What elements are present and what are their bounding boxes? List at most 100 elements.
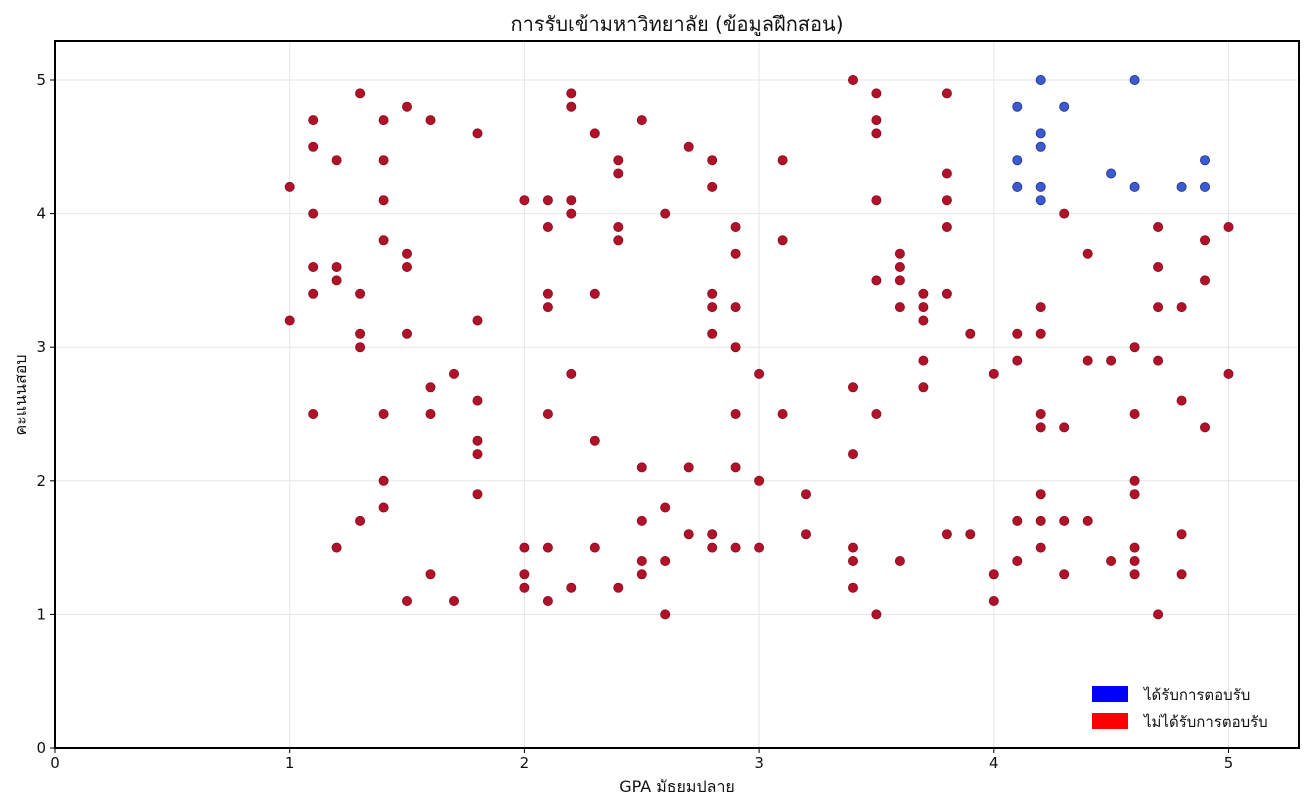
plot-frame (54, 40, 1300, 749)
x-tick-label: 1 (285, 754, 295, 772)
data-point-rejected (425, 115, 436, 126)
data-point-rejected (1059, 422, 1070, 433)
data-point-rejected (965, 529, 976, 540)
x-tick-label: 0 (50, 754, 60, 772)
data-point-rejected (848, 556, 859, 567)
data-point-rejected (613, 235, 624, 246)
data-point-rejected (918, 382, 929, 393)
data-point-rejected (871, 275, 882, 286)
data-point-rejected (472, 435, 483, 446)
data-point-rejected (918, 355, 929, 366)
data-point-rejected (1035, 302, 1046, 313)
data-point-rejected (519, 542, 530, 553)
data-point-rejected (308, 261, 319, 272)
data-point-rejected (1129, 542, 1140, 553)
y-axis-label: คะแนนสอบ (11, 354, 30, 435)
data-point-rejected (1129, 475, 1140, 486)
data-point-rejected (730, 248, 741, 259)
data-point-rejected (542, 288, 553, 299)
data-point-rejected (941, 88, 952, 99)
data-point-rejected (871, 128, 882, 139)
data-point-rejected (730, 462, 741, 473)
data-point-rejected (1059, 515, 1070, 526)
data-point-rejected (1035, 489, 1046, 500)
data-point-rejected (918, 288, 929, 299)
y-tick-label: 5 (36, 71, 46, 89)
data-point-rejected (801, 529, 812, 540)
data-point-rejected (401, 101, 412, 112)
data-point-rejected (284, 315, 295, 326)
data-point-rejected (1035, 515, 1046, 526)
data-point-rejected (754, 368, 765, 379)
data-point-rejected (589, 435, 600, 446)
data-point-rejected (965, 328, 976, 339)
data-point-accepted (1129, 181, 1140, 192)
data-point-rejected (425, 382, 436, 393)
data-point-rejected (542, 302, 553, 313)
data-point-rejected (542, 195, 553, 206)
data-point-rejected (1129, 489, 1140, 500)
data-point-rejected (1012, 355, 1023, 366)
data-point-rejected (1200, 275, 1211, 286)
data-point-rejected (1153, 302, 1164, 313)
legend-swatch (1092, 686, 1128, 702)
data-point-rejected (542, 596, 553, 607)
data-point-rejected (566, 195, 577, 206)
x-tick-label: 5 (1224, 754, 1234, 772)
data-point-rejected (660, 609, 671, 620)
data-point-rejected (636, 462, 647, 473)
data-point-accepted (1106, 168, 1117, 179)
data-point-rejected (589, 288, 600, 299)
y-tick-label: 2 (36, 472, 46, 490)
data-point-rejected (1012, 556, 1023, 567)
data-point-rejected (707, 529, 718, 540)
data-point-rejected (660, 556, 671, 567)
data-point-accepted (1012, 181, 1023, 192)
data-point-accepted (1012, 155, 1023, 166)
data-point-rejected (871, 609, 882, 620)
data-point-rejected (871, 408, 882, 419)
data-point-rejected (378, 195, 389, 206)
data-point-rejected (308, 208, 319, 219)
data-point-rejected (331, 542, 342, 553)
data-point-rejected (777, 155, 788, 166)
data-point-rejected (894, 302, 905, 313)
data-point-rejected (519, 195, 530, 206)
data-point-rejected (1153, 355, 1164, 366)
data-point-accepted (1035, 128, 1046, 139)
data-point-rejected (894, 556, 905, 567)
data-point-rejected (566, 88, 577, 99)
data-point-accepted (1176, 181, 1187, 192)
data-point-rejected (941, 221, 952, 232)
data-point-rejected (941, 288, 952, 299)
data-point-rejected (566, 208, 577, 219)
data-point-rejected (894, 248, 905, 259)
x-tick-label: 3 (754, 754, 764, 772)
data-point-rejected (308, 141, 319, 152)
data-point-rejected (777, 235, 788, 246)
data-point-rejected (918, 302, 929, 313)
data-point-rejected (871, 115, 882, 126)
data-point-rejected (848, 75, 859, 86)
data-point-rejected (636, 515, 647, 526)
data-point-rejected (988, 368, 999, 379)
data-point-rejected (1176, 395, 1187, 406)
data-point-rejected (378, 502, 389, 513)
data-point-rejected (730, 342, 741, 353)
data-point-rejected (472, 395, 483, 406)
data-point-rejected (894, 261, 905, 272)
data-point-rejected (636, 556, 647, 567)
data-point-rejected (848, 382, 859, 393)
data-point-rejected (331, 261, 342, 272)
data-point-rejected (1200, 422, 1211, 433)
data-point-rejected (1059, 569, 1070, 580)
data-point-rejected (1106, 355, 1117, 366)
data-point-rejected (331, 155, 342, 166)
data-point-rejected (894, 275, 905, 286)
data-point-rejected (589, 542, 600, 553)
data-point-rejected (613, 582, 624, 593)
data-point-rejected (941, 195, 952, 206)
data-point-rejected (401, 596, 412, 607)
data-point-rejected (355, 328, 366, 339)
